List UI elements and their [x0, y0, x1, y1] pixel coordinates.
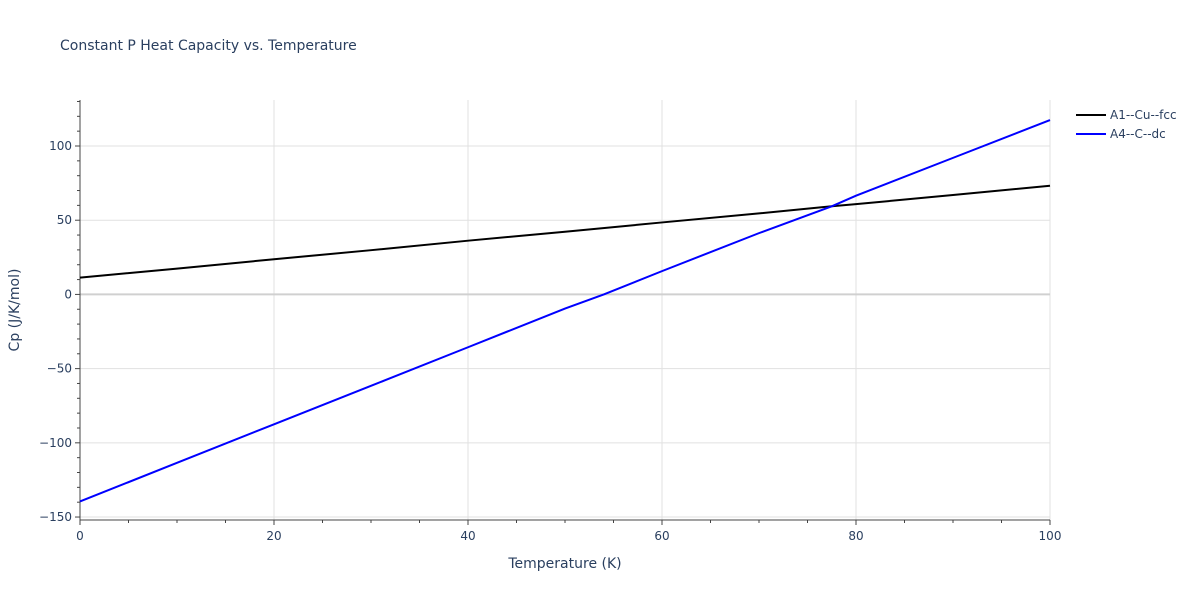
- y-axis-title: Cp (J/K/mol): [7, 269, 23, 352]
- legend-label: A4--C--dc: [1110, 127, 1166, 141]
- y-tick-label: −50: [47, 362, 72, 376]
- x-tick-label: 0: [76, 529, 84, 543]
- grid: [80, 100, 1051, 520]
- x-tick-label: 40: [460, 529, 475, 543]
- x-tick-label: 60: [654, 529, 669, 543]
- x-tick-label: 80: [848, 529, 863, 543]
- chart-title: Constant P Heat Capacity vs. Temperature: [60, 38, 357, 54]
- legend-label: A1--Cu--fcc: [1110, 108, 1177, 122]
- series-line-A1--Cu--fcc: [79, 184, 1051, 279]
- y-tick-label: 0: [64, 287, 72, 301]
- x-tick-label: 20: [266, 529, 281, 543]
- y-tick-label: 100: [49, 139, 72, 153]
- y-tick-label: −100: [39, 436, 72, 450]
- y-tick-label: −150: [39, 510, 72, 524]
- series-layer: [79, 119, 1051, 503]
- axes: 0 20 40 60 80 100 −150 −100 −50 0 50 100: [39, 100, 1061, 543]
- x-tick-label: 100: [1039, 529, 1062, 543]
- series-line-A4--C--dc: [79, 119, 1051, 503]
- y-tick-label: 50: [57, 213, 72, 227]
- x-axis-title: Temperature (K): [507, 556, 621, 572]
- legend: A1--Cu--fcc A4--C--dc: [1076, 108, 1177, 141]
